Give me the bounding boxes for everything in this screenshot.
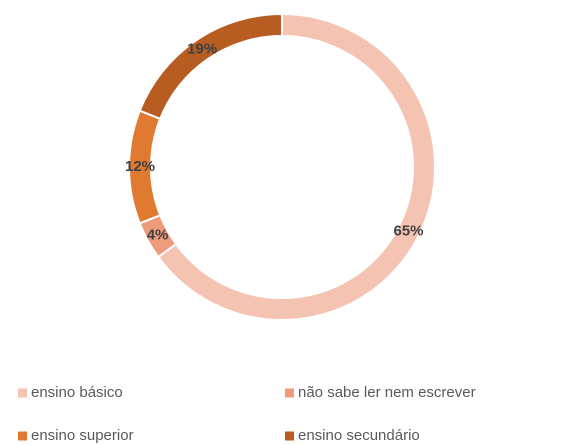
legend-swatch xyxy=(285,431,294,441)
legend-label: ensino superior xyxy=(31,427,134,444)
legend-swatch xyxy=(18,388,27,398)
data-label: 4% xyxy=(147,226,169,243)
donut-segment xyxy=(138,12,283,121)
legend-label: não sabe ler nem escrever xyxy=(298,384,476,401)
data-label: 12% xyxy=(125,158,155,175)
data-label: 65% xyxy=(394,222,424,239)
data-label: 19% xyxy=(187,41,217,58)
legend-swatch xyxy=(18,431,27,441)
legend-label: ensino básico xyxy=(31,384,123,401)
legend-label: ensino secundário xyxy=(298,427,420,444)
legend-swatch xyxy=(285,388,294,398)
